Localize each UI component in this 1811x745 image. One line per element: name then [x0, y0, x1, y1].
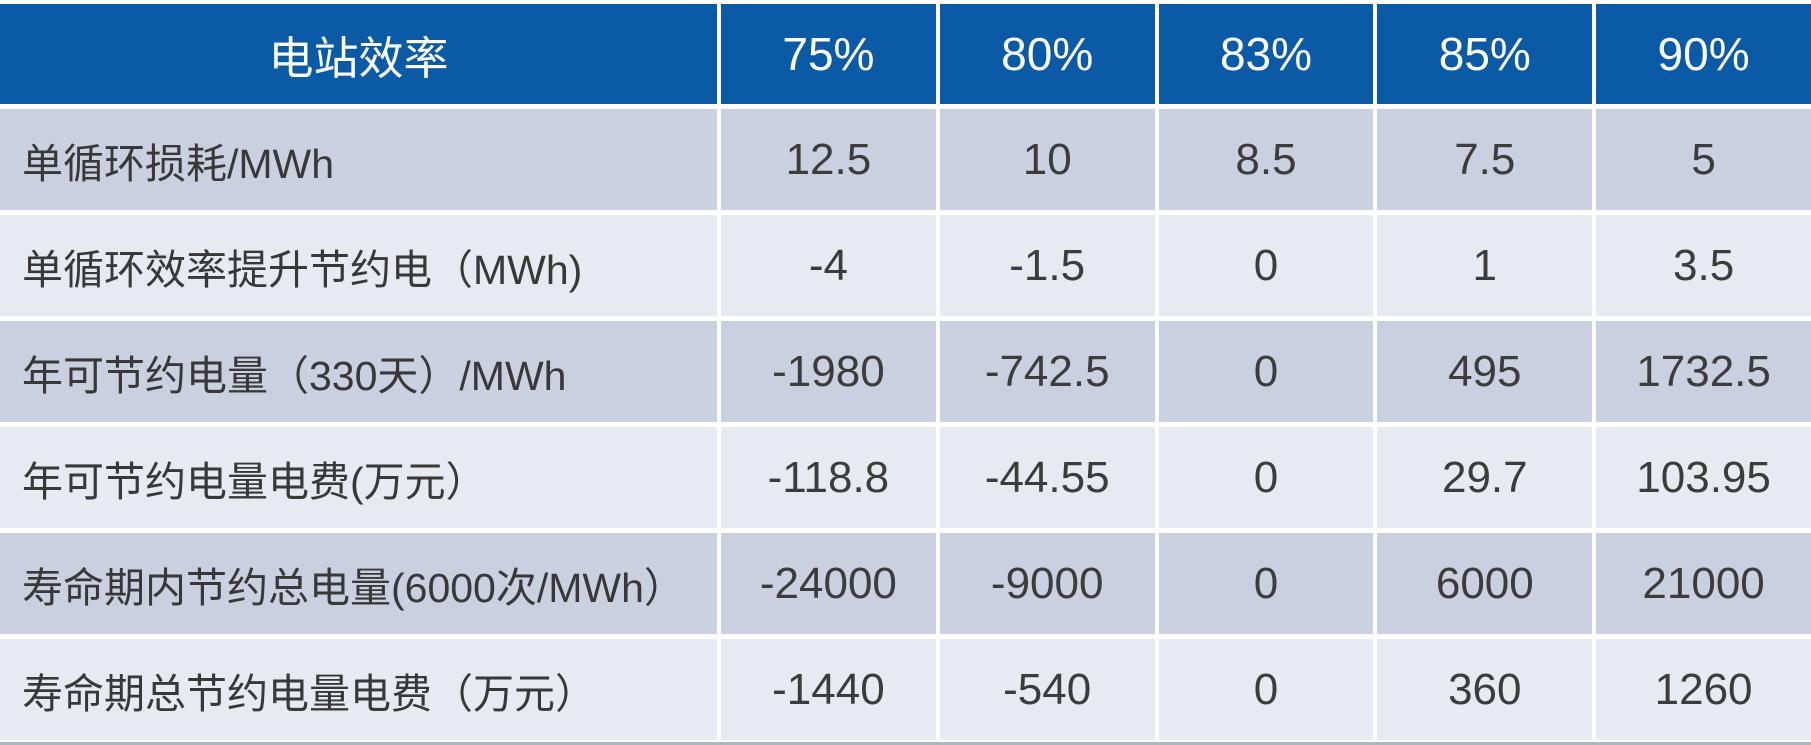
table-cell: 3.5 [1596, 215, 1811, 316]
table-cell: 0 [1158, 639, 1374, 740]
row-label: 年可节约电量（330天）/MWh [0, 321, 717, 422]
table-cell: 495 [1377, 321, 1593, 422]
table-cell: -44.55 [939, 427, 1155, 528]
header-col-5: 90% [1596, 4, 1811, 104]
table-cell: -4 [721, 215, 936, 316]
table-cell: 8.5 [1158, 109, 1374, 210]
header-col-4: 85% [1377, 4, 1593, 104]
table-cell: -1980 [721, 321, 936, 422]
row-label: 单循环效率提升节约电（MWh) [0, 215, 717, 316]
row-label: 年可节约电量电费(万元） [0, 427, 717, 528]
table-cell: -118.8 [721, 427, 936, 528]
row-label: 单循环损耗/MWh [0, 109, 717, 210]
header-col-1: 75% [721, 4, 936, 104]
table-cell: 1 [1377, 215, 1593, 316]
table-cell: 5 [1596, 109, 1811, 210]
table-cell: 0 [1158, 321, 1374, 422]
table-cell: -742.5 [939, 321, 1155, 422]
table-cell: 0 [1158, 533, 1374, 634]
table-title-cell: 电站效率 [0, 4, 717, 104]
table-cell: -540 [939, 639, 1155, 740]
table-cell: -9000 [939, 533, 1155, 634]
table-cell: 6000 [1377, 533, 1593, 634]
table-cell: 1732.5 [1596, 321, 1811, 422]
table-cell: 21000 [1596, 533, 1811, 634]
header-col-3: 83% [1158, 4, 1374, 104]
table-cell: 360 [1377, 639, 1593, 740]
table-cell: -24000 [721, 533, 936, 634]
table-cell: 12.5 [721, 109, 936, 210]
table-cell: 103.95 [1596, 427, 1811, 528]
table-cell: -1440 [721, 639, 936, 740]
table-cell: 0 [1158, 215, 1374, 316]
row-label: 寿命期内节约总电量(6000次/MWh） [0, 533, 717, 634]
table-cell: 0 [1158, 427, 1374, 528]
row-label: 寿命期总节约电量电费（万元） [0, 639, 717, 740]
table-cell: 10 [939, 109, 1155, 210]
table-cell: -1.5 [939, 215, 1155, 316]
table-cell: 1260 [1596, 639, 1811, 740]
table-cell: 29.7 [1377, 427, 1593, 528]
header-col-2: 80% [939, 4, 1155, 104]
table-cell: 7.5 [1377, 109, 1593, 210]
bottom-edge-strip [0, 742, 1811, 745]
